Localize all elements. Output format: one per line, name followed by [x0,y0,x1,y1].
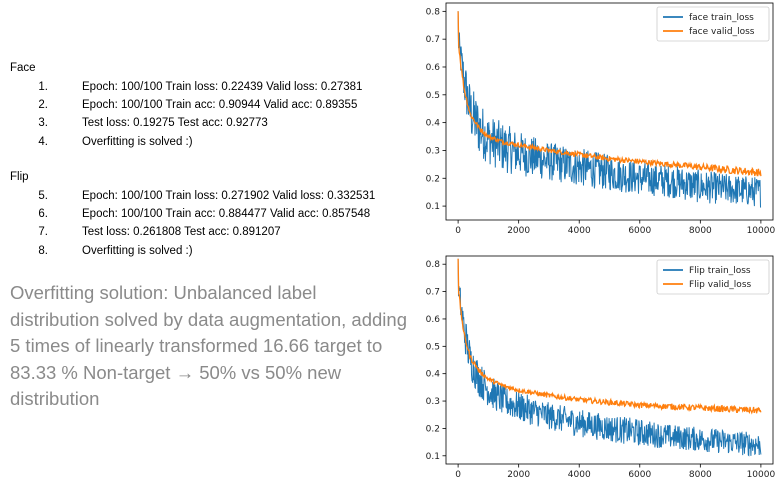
face-results-list: 1. Epoch: 100/100 Train loss: 0.22439 Val… [22,78,362,151]
flip-y-tick-label: 0.6 [426,315,441,325]
list-item-text: Overfitting is solved :) [82,135,193,148]
list-item-number: 1. [38,81,48,93]
flip-x-tick-label: 6000 [628,470,651,480]
flip-series-flip-train_loss [457,258,762,457]
face-legend-label: face train_loss [689,13,754,23]
flip-y-tick-label: 0.4 [426,370,441,380]
face-plot-frame [445,2,774,221]
flip-title: Flip [10,171,29,183]
flip-y-tick-label: 0.1 [426,452,440,462]
flip-y-tick-label: 0.8 [426,260,441,270]
list-item: 4. Overfitting is solved :) [22,133,362,151]
face-x-tick-label: 4000 [568,226,591,236]
list-item-number: 2. [38,99,48,112]
face-legend [656,6,770,42]
flip-x-tick-label: 0 [455,470,461,480]
face-x-tick-label: 10000 [747,226,776,236]
list-item-text: Epoch: 100/100 Train acc: 0.884477 Valid… [82,208,371,221]
flip-legend-label: Flip valid_loss [689,280,752,290]
face-y-tick-label: 0.2 [426,174,440,184]
face-y-tick-label: 0.4 [426,119,441,129]
face-x-tick-label: 2000 [507,226,530,236]
face-x-tick-label: 6000 [628,226,651,236]
list-item-number: 3. [38,117,48,130]
flip-x-tick-label: 2000 [507,470,530,480]
list-item-text: Epoch: 100/100 Train loss: 0.271902 Vali… [82,190,376,202]
flip-y-tick-label: 0.2 [426,424,440,434]
list-item-number: 5. [38,190,48,202]
list-item: 2. Epoch: 100/100 Train acc: 0.90944 Vali… [22,96,362,114]
flip-y-tick-label: 0.7 [426,288,440,298]
flip-results-list: 5. Epoch: 100/100 Train loss: 0.271902 Va… [22,187,375,260]
list-item-number: 7. [38,226,48,239]
face-x-tick-label: 8000 [689,226,712,236]
face-legend-label: face valid_loss [689,27,755,37]
list-item-text: Test loss: 0.19275 Test acc: 0.92773 [82,117,268,130]
list-item-text: Epoch: 100/100 Train loss: 0.22439 Valid… [82,81,363,93]
flip-chart: 0 2000 4000 6000 8000 10000 0.1 0.2 0.3 0.4 0.5 0.6… [426,255,776,480]
face-y-tick-label: 0.6 [426,63,441,73]
list-item-number: 6. [38,208,48,221]
overfitting-solution-text: Overfitting solution: Unbalanced label d… [10,282,407,409]
flip-x-tick-label: 10000 [747,470,776,480]
face-y-tick-label: 0.3 [426,146,440,156]
face-y-tick-label: 0.1 [426,202,440,212]
face-title: Face [10,62,36,74]
list-item-text: Overfitting is solved :) [82,244,193,257]
list-item: 5. Epoch: 100/100 Train loss: 0.271902 Va… [22,187,375,205]
flip-x-tick-label: 8000 [689,470,712,480]
list-item: 3. Test loss: 0.19275 Test acc: 0.92773 [22,114,362,132]
flip-legend [656,259,770,295]
face-y-tick-label: 0.7 [426,35,440,45]
flip-y-tick-label: 0.3 [426,397,440,407]
face-chart: 0 2000 4000 6000 8000 10000 0.1 0.2 0.3 0.4 0.5 0.6… [426,2,776,236]
face-x-tick-label: 0 [455,226,461,236]
list-item: 7. Test loss: 0.261808 Test acc: 0.891207 [22,223,375,241]
list-item: 1. Epoch: 100/100 Train loss: 0.22439 Val… [22,78,362,96]
face-y-tick-label: 0.5 [426,91,440,101]
face-series-face-train_loss [457,11,762,208]
flip-series-flip-valid_loss [457,258,762,415]
flip-y-tick-label: 0.5 [426,342,440,352]
list-item-number: 8. [38,244,48,257]
face-series-face-valid_loss [457,11,762,177]
list-item-text: Test loss: 0.261808 Test acc: 0.891207 [82,226,281,239]
list-item-number: 4. [38,135,48,148]
flip-legend-label: Flip train_loss [689,266,751,276]
face-y-tick-label: 0.8 [426,7,441,17]
flip-x-tick-label: 4000 [568,470,591,480]
list-item: 8. Overfitting is solved :) [22,242,375,260]
list-item: 6. Epoch: 100/100 Train acc: 0.884477 Val… [22,205,375,223]
list-item-text: Epoch: 100/100 Train acc: 0.90944 Valid … [82,99,358,112]
flip-plot-frame [445,255,774,465]
